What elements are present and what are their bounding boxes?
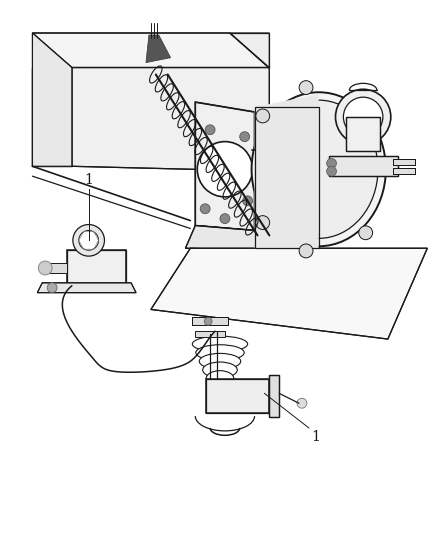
Polygon shape [254,94,319,248]
Polygon shape [146,35,171,62]
Ellipse shape [251,92,386,246]
Polygon shape [47,263,67,273]
Polygon shape [328,156,398,176]
Circle shape [256,109,270,123]
Polygon shape [230,33,269,68]
Circle shape [197,142,253,197]
Circle shape [297,398,307,408]
Circle shape [243,196,253,206]
Circle shape [73,224,105,256]
Polygon shape [185,225,265,250]
Polygon shape [269,375,279,417]
Polygon shape [37,283,136,293]
Ellipse shape [199,353,241,369]
Circle shape [336,89,391,144]
Polygon shape [32,33,269,68]
Polygon shape [195,102,254,230]
Circle shape [204,317,212,325]
Polygon shape [192,317,228,325]
Polygon shape [393,168,416,174]
Circle shape [38,261,52,275]
Circle shape [299,80,313,94]
Polygon shape [72,68,269,171]
Polygon shape [67,250,126,286]
Ellipse shape [192,336,247,352]
Circle shape [47,283,57,293]
Text: 1: 1 [84,173,93,187]
Circle shape [359,99,373,112]
Polygon shape [32,68,72,166]
Polygon shape [195,331,225,337]
Circle shape [327,158,336,168]
Text: 1: 1 [312,430,321,444]
Circle shape [200,204,210,214]
Circle shape [359,226,373,240]
Circle shape [327,166,336,176]
Ellipse shape [196,345,244,360]
Circle shape [299,244,313,258]
Ellipse shape [203,362,237,378]
Circle shape [343,97,383,136]
Circle shape [79,230,99,250]
Ellipse shape [259,100,378,238]
Polygon shape [346,117,380,151]
Polygon shape [393,159,416,165]
Polygon shape [151,248,427,339]
Circle shape [256,216,270,230]
Ellipse shape [206,370,234,386]
Circle shape [240,132,250,142]
Polygon shape [32,33,72,166]
Circle shape [205,125,215,135]
Polygon shape [206,378,269,413]
Circle shape [220,214,230,223]
